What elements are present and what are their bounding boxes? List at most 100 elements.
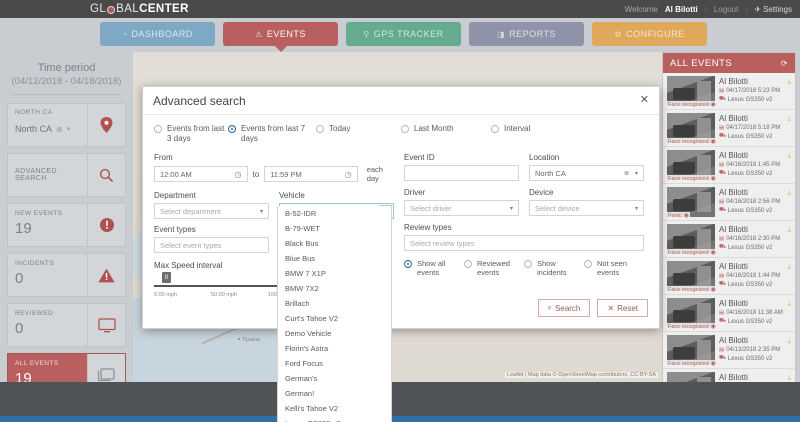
event-list-item[interactable]: Al Bilotti ▤ 04/16/2018 2:30 PM ⛟ Lexus GS35…	[663, 221, 795, 258]
event-meta: Al Bilotti ▤ 04/17/2018 5:23 PM ⛟ Lexus GS35…	[719, 76, 791, 106]
vehicle-dropdown-option[interactable]: Black Bus	[285, 239, 319, 248]
radio-last-month[interactable]: Last Month	[401, 124, 491, 144]
sidebar-item-advanced-search[interactable]: ADVANCED SEARCH	[7, 153, 126, 197]
event-meta: Al Bilotti ▤ 04/16/2018 1:44 PM ⛟ Lexus GS35…	[719, 261, 791, 291]
event-list-item[interactable]: Al Bilotti ▤ 04/17/2018 5:23 PM ⛟ Lexus GS35…	[663, 73, 795, 110]
radio-events-last-3-days[interactable]: Events from last 3 days	[154, 124, 228, 144]
radio-not-seen-events[interactable]: Not seen events	[584, 259, 644, 278]
eye-icon: ◉	[710, 361, 716, 367]
tab-dashboard[interactable]: ◔ DASHBOARD	[100, 22, 215, 46]
slider-handle[interactable]: 0	[162, 272, 171, 283]
logout-link[interactable]: Logout	[713, 4, 739, 14]
event-list-item[interactable]: Al Bilotti ▤ 04/16/2018 1:44 PM ⛟ Lexus GS35…	[663, 258, 795, 295]
event-datetime-row: ▤ 04/13/2018 2:35 PM	[719, 347, 781, 353]
review-types-input[interactable]: Select review types	[404, 235, 644, 251]
radio-show-incidents[interactable]: Show incidents	[524, 259, 584, 278]
clear-icon[interactable]: ⊗	[56, 124, 63, 134]
badge-label: Panic	[668, 212, 682, 219]
tab-configure[interactable]: ⚙ CONFIGURE	[592, 22, 707, 46]
download-icon[interactable]: ⤓	[787, 114, 791, 123]
vehicle-dropdown-option[interactable]: BMW 7 X1P	[285, 269, 326, 278]
tab-reports[interactable]: ◨ REPORTS	[469, 22, 584, 46]
clock-icon[interactable]: ◷	[234, 169, 242, 179]
radio-events-last-7-days[interactable]: Events from last 7 days	[228, 124, 316, 144]
review-types-placeholder: Select review types	[410, 238, 475, 248]
tab-events[interactable]: ⚠ EVENTS	[223, 22, 338, 52]
device-select[interactable]: Select device ▾	[529, 200, 644, 216]
vehicle-dropdown-list[interactable]: B-52-IDR B-79-WET Black Bus Blue Bus BMW 7 X…	[277, 206, 392, 422]
event-list-item[interactable]: Al Bilotti ▤ 04/16/2018 2:56 PM ⛟ Lexus GS35…	[663, 184, 795, 221]
radio-reviewed-events[interactable]: Reviewed events	[464, 259, 524, 278]
thumbnail-shape	[673, 236, 695, 248]
clock-icon[interactable]: ◷	[344, 169, 352, 179]
vehicle-dropdown-option[interactable]: Kelli's Tahoe V2	[285, 404, 338, 413]
radio-label: Events from last 7 days	[241, 124, 306, 143]
department-select[interactable]: Select department ▾	[154, 203, 269, 219]
device-placeholder: Select device	[535, 203, 580, 213]
download-icon[interactable]: ⤓	[787, 225, 791, 234]
vehicle-dropdown-option[interactable]: Ford Focus	[285, 359, 323, 368]
incidents-count: 0	[15, 270, 24, 287]
vehicle-dropdown-option[interactable]: Demo Vehicle	[285, 329, 332, 338]
badge-label: Face recognized	[668, 138, 709, 145]
event-list-item[interactable]: Al Bilotti ▤ 04/17/2018 5:18 PM ⛟ Lexus GS35…	[663, 110, 795, 147]
sidebar-item-incidents[interactable]: INCIDENTS 0	[7, 253, 126, 297]
event-list-item[interactable]: Al Bilotti▤04/13/2018 2:25 PM⛟Lexus GS35…	[663, 369, 795, 382]
events-list[interactable]: Al Bilotti ▤ 04/17/2018 5:23 PM ⛟ Lexus GS35…	[663, 73, 795, 382]
vehicle-dropdown-option[interactable]: BMW 7X2	[285, 284, 319, 293]
radio-label: Events from last 3 days	[167, 124, 225, 143]
download-icon[interactable]: ⤓	[787, 336, 791, 345]
event-list-item[interactable]: Al Bilotti ▤ 04/13/2018 2:35 PM ⛟ Lexus GS35…	[663, 332, 795, 369]
download-icon[interactable]: ⤓	[787, 299, 791, 308]
vehicle-dropdown-option[interactable]: Blue Bus	[285, 254, 316, 263]
vehicle-dropdown-option[interactable]: German's	[285, 374, 318, 383]
download-icon[interactable]: ⤓	[787, 188, 791, 197]
start-time-input[interactable]: 12:00 AM ◷	[154, 166, 248, 182]
refresh-icon[interactable]: ⟳	[780, 58, 788, 68]
thumbnail-shape	[697, 377, 711, 382]
vehicle-dropdown-option[interactable]: B-79-WET	[285, 224, 321, 233]
end-time-input[interactable]: 11:59 PM ◷	[264, 166, 358, 182]
username-label: Al Bilotti	[664, 4, 698, 14]
app-logo[interactable]: GL BAL CENTER	[90, 0, 189, 18]
sidebar-card-region[interactable]: NORTH CA North CA ⊗ ▾	[7, 103, 126, 147]
event-thumbnail[interactable]	[667, 372, 715, 382]
close-icon[interactable]: ✕	[639, 94, 649, 106]
chevron-down-icon: ▾	[634, 205, 638, 212]
driver-select[interactable]: Select driver ▾	[404, 200, 519, 216]
event-id-input[interactable]	[404, 165, 519, 181]
radio-today[interactable]: Today	[316, 124, 401, 144]
settings-link[interactable]: ✈ Settings	[754, 5, 792, 14]
event-list-item[interactable]: Al Bilotti ▤ 04/16/2018 11:38 AM ⛟ Lexus GS3…	[663, 295, 795, 332]
download-icon[interactable]: ⤓	[787, 77, 791, 86]
download-icon[interactable]: ⤓	[787, 373, 791, 382]
download-icon[interactable]: ⤓	[787, 262, 791, 271]
vehicle-dropdown-option[interactable]: Brillach	[285, 299, 310, 308]
max-speed-slider[interactable]: 0	[154, 272, 384, 287]
location-select[interactable]: North CA ⊗ ▾	[529, 165, 644, 181]
vehicle-label: Vehicle	[279, 191, 305, 200]
sidebar-item-reviewed[interactable]: REVIEWED 0	[7, 303, 126, 347]
vehicle-dropdown-option[interactable]: German!	[285, 389, 315, 398]
advanced-search-body: ADVANCED SEARCH	[8, 154, 87, 196]
radio-show-all-events[interactable]: Show all events	[404, 259, 464, 278]
reset-button[interactable]: ✕ Reset	[597, 299, 648, 317]
tab-gps-tracker[interactable]: ⚲ GPS TRACKER	[346, 22, 461, 46]
vehicle-dropdown-option[interactable]: B-52-IDR	[285, 209, 317, 218]
download-icon[interactable]: ⤓	[787, 151, 791, 160]
radio-indicator	[524, 260, 532, 268]
event-types-input[interactable]: Select event types	[154, 237, 269, 253]
tab-configure-label: CONFIGURE	[626, 29, 685, 39]
radio-interval[interactable]: Interval	[491, 124, 530, 144]
chevron-down-icon[interactable]: ▾	[66, 126, 71, 133]
sidebar-item-new-events[interactable]: NEW EVENTS 19	[7, 203, 126, 247]
vehicle-dropdown-option[interactable]: Florin's Astra	[285, 344, 329, 353]
radio-label: Today	[329, 124, 351, 133]
search-button[interactable]: ⌕ Search	[537, 299, 591, 317]
region-select[interactable]: North CA ⊗ ▾	[15, 124, 87, 134]
clear-icon[interactable]: ⊗	[623, 170, 629, 177]
search-button-label: Search	[555, 303, 581, 313]
event-list-item[interactable]: Al Bilotti ▤ 04/16/2018 1:45 PM ⛟ Lexus GS35…	[663, 147, 795, 184]
vehicle-dropdown-option[interactable]: Lexus GS350 v2	[278, 416, 391, 422]
vehicle-dropdown-option[interactable]: Curt's Tahoe V2	[285, 314, 338, 323]
